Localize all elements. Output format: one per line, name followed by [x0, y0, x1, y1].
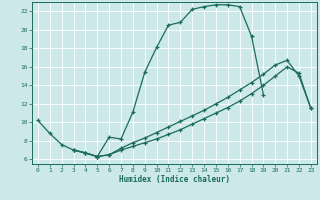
X-axis label: Humidex (Indice chaleur): Humidex (Indice chaleur): [119, 175, 230, 184]
